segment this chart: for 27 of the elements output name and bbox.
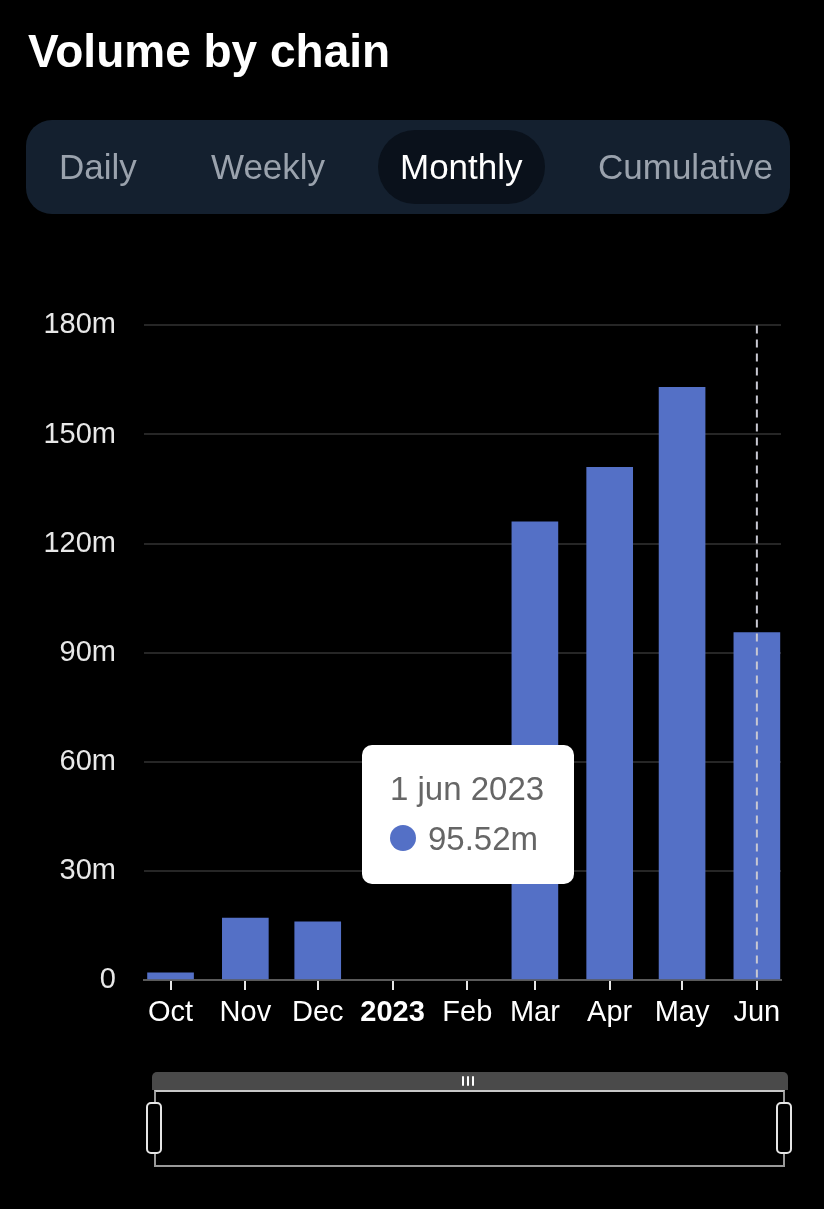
x-tick-label: Mar xyxy=(509,995,561,1028)
x-tick-label: Apr xyxy=(587,995,633,1028)
x-tick-label: Oct xyxy=(147,995,194,1028)
x-tick-label: 2023 xyxy=(360,995,425,1028)
x-tick-label: Dec xyxy=(291,995,344,1028)
x-tick-label: Feb xyxy=(442,995,493,1028)
x-tick-label: May xyxy=(654,995,710,1028)
x-tick-label: Nov xyxy=(219,995,272,1028)
y-tick-label: 180m xyxy=(43,307,116,340)
bar xyxy=(147,972,194,980)
y-tick-label: 30m xyxy=(59,852,116,885)
tooltip: 1 jun 2023 95.52m xyxy=(362,745,575,885)
bar xyxy=(586,466,634,980)
annotation: 95.52m xyxy=(428,818,539,859)
y-tick-label: 0 xyxy=(99,962,116,994)
y-tick-label: 150m xyxy=(43,416,116,449)
bar xyxy=(733,632,781,980)
bar xyxy=(658,386,706,980)
y-tick-label: 90m xyxy=(59,634,116,667)
y-tick-label: 120m xyxy=(43,525,116,558)
tab-bar: Daily Weekly Monthly Cumulative xyxy=(26,120,790,214)
y-tick-label: 60m xyxy=(59,743,116,776)
bar xyxy=(294,921,342,980)
x-tick-label: Jun xyxy=(733,995,781,1028)
chart-title: Volume by chain xyxy=(28,25,391,77)
bar xyxy=(222,917,269,980)
annotation: 1 jun 2023 xyxy=(390,770,545,807)
